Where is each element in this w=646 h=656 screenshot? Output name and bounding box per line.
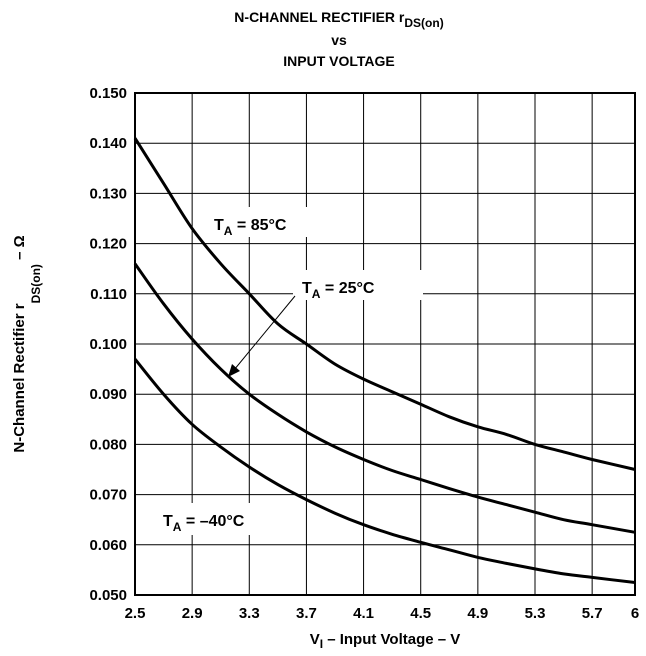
y-tick-label: 0.070: [89, 487, 127, 504]
y-tick-label: 0.110: [90, 286, 127, 303]
annotation-25c: TA = 25°C: [302, 280, 375, 301]
chart-title-line2: vs: [331, 32, 347, 48]
series-minus40c-line: [133, 358, 636, 584]
x-tick-label: 4.9: [467, 605, 488, 622]
chart-title-line3: INPUT VOLTAGE: [283, 53, 394, 69]
x-tick-label: 4.5: [410, 605, 431, 622]
series-25c-line: [133, 262, 636, 534]
x-tick-label: 4.1: [353, 605, 374, 622]
y-tick-label: 0.120: [89, 236, 127, 253]
annotation-minus40c-box: TA = –40°C: [156, 503, 281, 535]
annotation-25c-box: TA = 25°C: [293, 270, 423, 301]
y-tick-label: 0.140: [89, 135, 127, 152]
plot-frame: [134, 92, 636, 596]
annotation-minus40c: TA = –40°C: [163, 513, 245, 534]
x-tick-label: 5.7: [582, 605, 603, 622]
x-tick-label: 5.3: [525, 605, 546, 622]
x-tick-label: 3.3: [239, 605, 260, 622]
x-tick-label: 2.9: [182, 605, 203, 622]
x-tick-labels: 2.5 2.9 3.3 3.7 4.1 4.5 4.9 5.3 5.7 6: [125, 605, 640, 622]
series-group: [133, 137, 636, 584]
x-tick-label: 3.7: [296, 605, 317, 622]
y-tick-labels: 0.050 0.060 0.070 0.080 0.090 0.100 0.110 0.120…: [89, 85, 127, 604]
x-tick-label: 2.5: [125, 605, 146, 622]
x-tick-label: 6: [631, 605, 639, 622]
y-tick-label: 0.130: [89, 185, 127, 202]
y-tick-label: 0.150: [89, 85, 127, 102]
annotation-25c-arrow: [228, 295, 296, 377]
y-tick-label: 0.090: [89, 386, 127, 403]
annotation-85c-box: TA = 85°C: [205, 207, 320, 238]
y-axis-label: N-Channel Rectifier rDS(on) – Ω: [11, 235, 43, 452]
y-tick-label: 0.050: [89, 587, 127, 604]
y-tick-label: 0.080: [89, 436, 127, 453]
series-85c-line: [133, 137, 636, 471]
chart-title-line1: N-CHANNEL RECTIFIER rDS(on): [234, 9, 443, 30]
y-tick-label: 0.060: [89, 537, 127, 554]
y-tick-label: 0.100: [89, 336, 127, 353]
x-axis-label: VI – Input Voltage – V: [310, 631, 461, 651]
annotation-85c: TA = 85°C: [214, 217, 287, 238]
